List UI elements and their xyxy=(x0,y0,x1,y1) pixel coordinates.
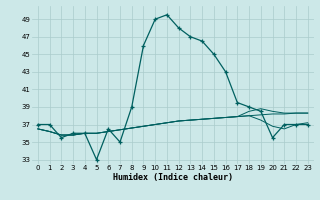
X-axis label: Humidex (Indice chaleur): Humidex (Indice chaleur) xyxy=(113,173,233,182)
